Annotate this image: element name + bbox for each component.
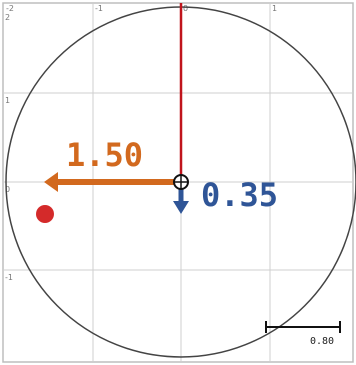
y-tick-label: 1 — [5, 96, 10, 105]
scale-bar — [265, 321, 341, 333]
scale-bar-label: 0.80 — [310, 336, 334, 347]
horizontal-vector-value: 1.50 — [66, 136, 143, 174]
x-tick-label: 0 — [183, 4, 188, 13]
downward-vector-value: 0.35 — [201, 176, 278, 214]
x-tick-label: -1 — [95, 4, 103, 13]
origin-crosshair-icon — [173, 174, 189, 190]
y-tick-label: 0 — [5, 185, 10, 194]
horizontal-vector-arrow — [44, 172, 181, 192]
downward-vector-head — [173, 201, 189, 214]
x-tick-label: 1 — [272, 4, 277, 13]
x-tick-label: -2 — [6, 4, 14, 13]
horizontal-vector-head — [44, 172, 58, 192]
y-tick-label: 2 — [5, 13, 10, 22]
red-point — [36, 205, 54, 223]
y-tick-label: -1 — [5, 273, 13, 282]
